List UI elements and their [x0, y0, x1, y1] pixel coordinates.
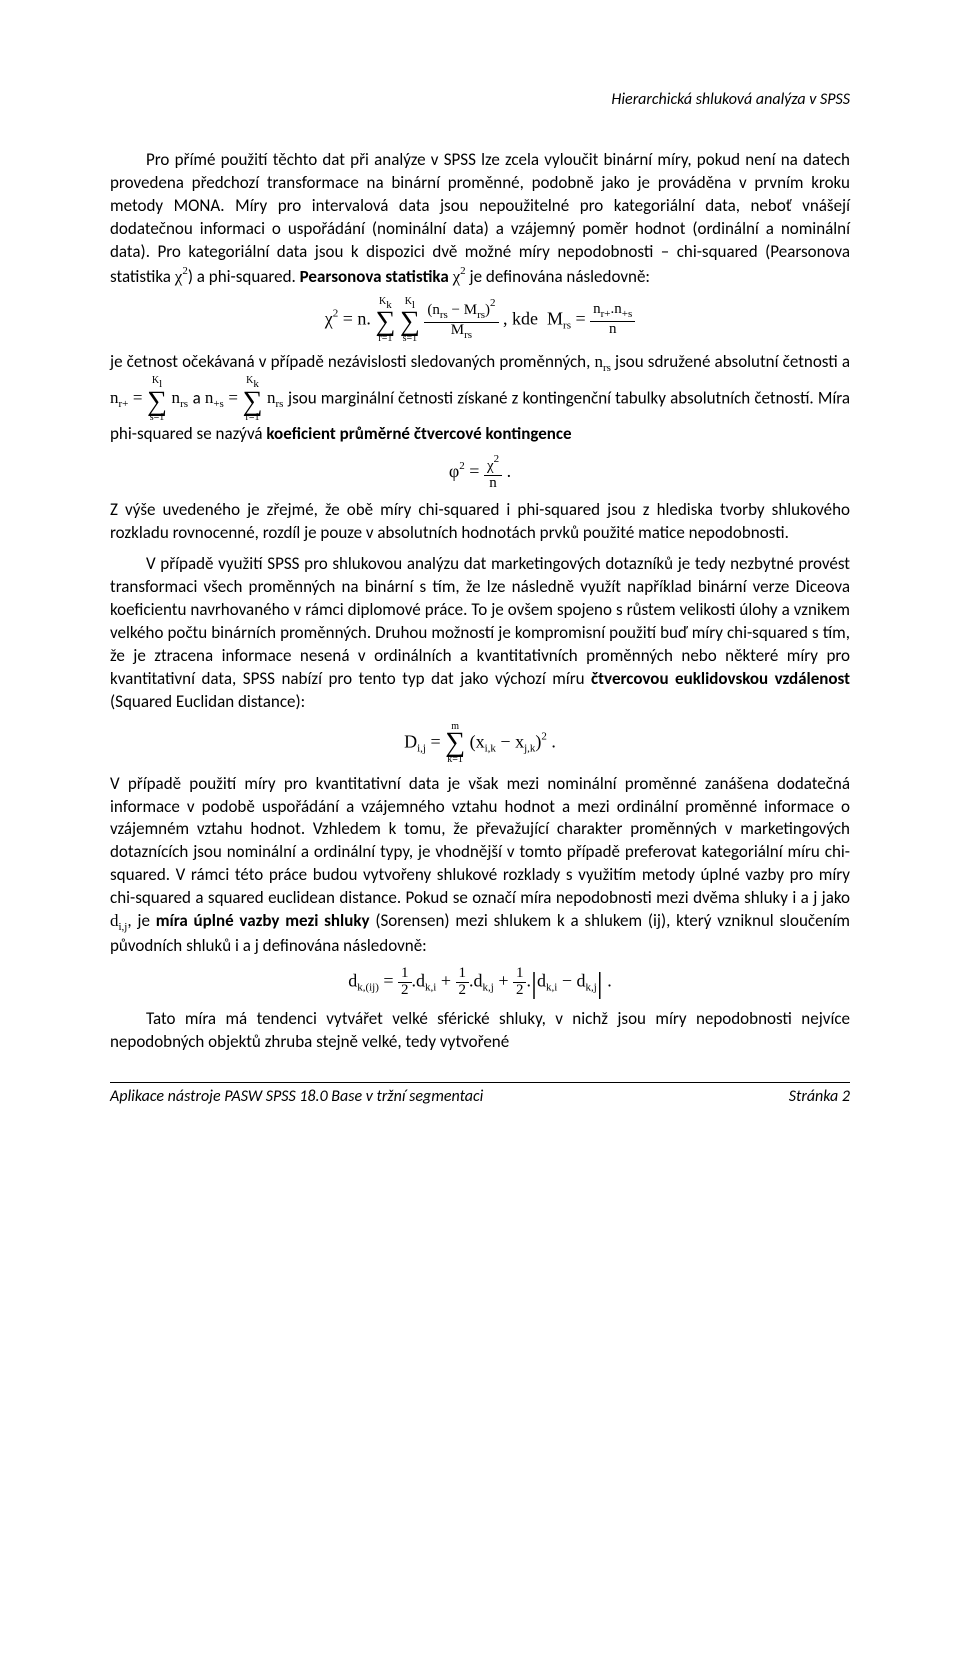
p1-text-b: ) a phi-squared. [188, 266, 300, 287]
p1-bold: Pearsonova statistika [300, 266, 453, 287]
footer: Aplikace nástroje PASW SPSS 18.0 Base v … [110, 1082, 850, 1106]
chi2-inline-2: χ2 [453, 267, 466, 286]
para-4: V případě využití SPSS pro shlukovou ana… [110, 553, 850, 714]
formula-phi2: φ2 = χ2n . [110, 454, 850, 492]
p2-text-b: jsou sdružené absolutní četnosti a [611, 351, 850, 372]
para-2: je četnost očekávaná v případě nezávislo… [110, 351, 850, 446]
p4-bold: čtvercovou euklidovskou vzdálenost [591, 668, 850, 689]
p2-bold: koeficient průměrné čtvercové kontingenc… [266, 423, 571, 444]
p5-text-a: V případě použití míry pro kvantitativní… [110, 773, 850, 909]
p5-text-b: , je [127, 910, 155, 931]
p1-text-d: je definována následovně: [470, 266, 650, 287]
formula-chi2: χ2 = n. Kk∑r=1 Kl∑s=1 (nrs − Mrs)2Mrs , … [110, 297, 850, 344]
formula-linkage: dk,(ij) = 12.dk,i + 12.dk,j + 12.|dk,i −… [110, 966, 850, 1000]
p4-text-c: (Squared Euclidan distance): [110, 691, 305, 712]
p2-text-a: je četnost očekávaná v případě nezávislo… [110, 351, 594, 372]
formula-euclid: Di,j = m∑k=1 (xi,k − xj,k)2 . [110, 722, 850, 765]
marg-ns: n+s = Kk∑r=1 nrs [205, 388, 288, 407]
para-3: Z výše uvedeného je zřejmé, že obě míry … [110, 499, 850, 545]
para-5: V případě použití míry pro kvantitativní… [110, 773, 850, 958]
para-1: Pro přímé použití těchto dat při analýze… [110, 149, 850, 289]
chi2-inline-1: χ2 [175, 267, 188, 286]
page: Hierarchická shluková analýza v SPSS Pro… [0, 0, 960, 1146]
p5-bold: míra úplné vazby mezi shluky [156, 910, 370, 931]
dij-inline: di,j [110, 911, 127, 930]
marg-nr: nr+ = Kl∑s=1 nrs [110, 388, 193, 407]
footer-right: Stránka 2 [789, 1087, 850, 1106]
footer-left: Aplikace nástroje PASW SPSS 18.0 Base v … [110, 1087, 483, 1106]
nrs-inline: nrs [594, 352, 610, 371]
running-head: Hierarchická shluková analýza v SPSS [110, 90, 850, 109]
para-6: Tato míra má tendenci vytvářet velké sfé… [110, 1008, 850, 1054]
